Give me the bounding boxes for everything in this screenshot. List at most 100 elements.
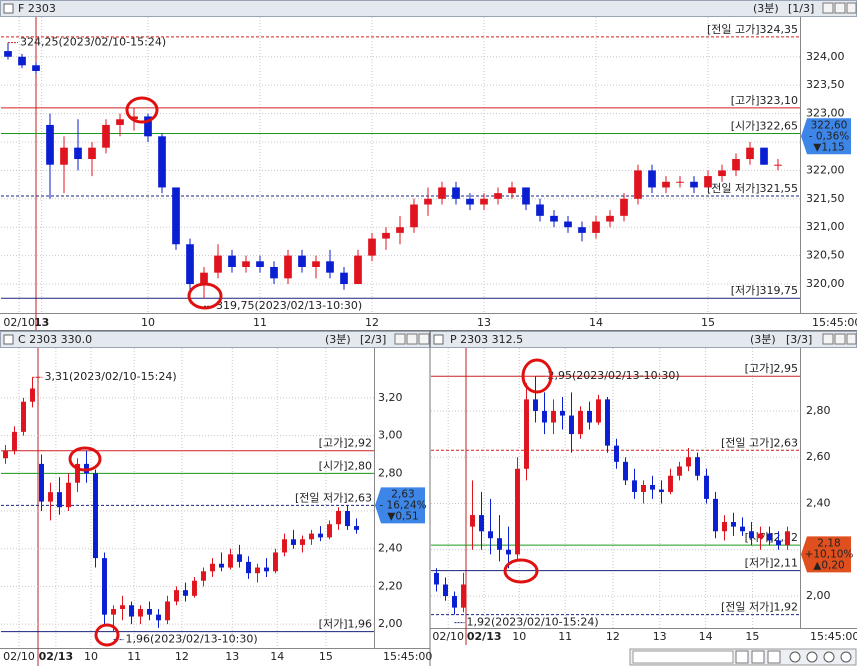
candle-body — [39, 463, 44, 502]
button[interactable] — [751, 650, 765, 664]
highlight-circle — [503, 558, 539, 584]
x-tick-label: 10 — [141, 316, 155, 329]
highlight-circle — [187, 282, 223, 310]
interval: (3분) — [325, 333, 351, 346]
candle-body — [183, 590, 188, 596]
candle-body — [760, 147, 768, 165]
checkbox[interactable] — [3, 3, 14, 14]
button[interactable] — [846, 2, 857, 14]
candle-body — [156, 614, 161, 621]
candle-body — [634, 170, 642, 199]
level-label: [시가]322,65 — [731, 119, 798, 132]
button[interactable] — [834, 333, 846, 345]
candle-body — [461, 584, 466, 608]
x-tick-label: 02/10 — [3, 650, 35, 663]
candle-body — [704, 176, 712, 188]
candle-body — [731, 522, 736, 527]
zoom-button[interactable] — [789, 651, 801, 663]
candle-body — [57, 492, 62, 508]
candle-body — [746, 147, 754, 160]
button[interactable] — [834, 2, 846, 14]
candle-body — [210, 563, 215, 572]
candle-body — [147, 608, 152, 615]
zoom-button[interactable] — [823, 651, 835, 663]
candle-body — [758, 533, 763, 539]
candle-body — [623, 461, 628, 481]
x-tick-label: 14 — [589, 316, 603, 329]
x-tick-label: 02/13 — [467, 630, 502, 643]
x-tick-label: 12 — [365, 316, 379, 329]
level-label: [저가]319,75 — [731, 284, 798, 297]
zoom-button[interactable] — [806, 651, 818, 663]
window-buttons — [394, 2, 857, 345]
candle-body — [102, 124, 110, 148]
button[interactable] — [767, 650, 781, 664]
candle-body — [116, 119, 124, 125]
candle-body — [264, 567, 269, 572]
button[interactable] — [846, 333, 857, 345]
page-indicator: [3/3] — [786, 333, 812, 346]
candle-body — [614, 445, 619, 462]
candle-body — [368, 238, 376, 256]
x-tick-label: 02/10 — [3, 316, 35, 329]
x-tick-label: 13 — [477, 316, 491, 329]
candle-body — [480, 198, 488, 205]
level-label: [고가]323,10 — [731, 94, 798, 107]
candle-body — [443, 584, 448, 597]
candle-body — [515, 468, 520, 555]
x-tick-label: 13 — [34, 316, 49, 329]
button[interactable] — [406, 333, 418, 345]
y-tick-label: 2,40 — [806, 497, 831, 510]
candle-body — [596, 399, 601, 423]
candle-body — [677, 466, 682, 476]
scrollbar[interactable] — [632, 650, 734, 664]
candle-body — [690, 181, 698, 188]
candle-body — [172, 187, 180, 245]
candle-body — [722, 522, 727, 532]
candle-body — [326, 261, 334, 273]
candle-body — [354, 526, 359, 530]
current-price-text: 322,60 — [811, 119, 848, 131]
x-tick-label: 15 — [745, 630, 759, 643]
panel-title: F 2303 — [18, 2, 56, 15]
candle-body — [30, 388, 35, 402]
candle-body — [695, 457, 700, 476]
zoom-button[interactable] — [840, 651, 852, 663]
current-price-box — [801, 536, 851, 573]
candle-body — [219, 563, 224, 568]
candle-body — [542, 410, 547, 423]
candle-body — [237, 554, 242, 562]
x-tick-label: 15 — [319, 650, 333, 663]
x-tick-label: 11 — [127, 650, 141, 663]
y-tick-label: 323,50 — [806, 78, 845, 91]
x-tick-label: 11 — [558, 630, 572, 643]
candle-body — [686, 457, 691, 467]
x-tick-label: 13 — [653, 630, 667, 643]
interval: (3분) — [753, 2, 779, 15]
candle-body — [3, 450, 8, 459]
candle-body — [620, 198, 628, 216]
candle-body — [12, 431, 17, 451]
button[interactable] — [418, 333, 430, 345]
current-price-text: 2,63 — [391, 488, 414, 500]
candle-body — [650, 484, 655, 490]
button[interactable] — [822, 2, 834, 14]
checkbox[interactable] — [433, 334, 444, 345]
checkbox[interactable] — [3, 334, 14, 345]
candle-body — [282, 539, 287, 553]
candle-body — [256, 261, 264, 267]
button[interactable] — [394, 333, 406, 345]
candle-body — [606, 215, 614, 222]
candle-body — [242, 261, 250, 267]
annotation-label: 3,31(2023/02/10-15:24) — [45, 370, 177, 383]
candle-body — [662, 181, 670, 188]
candle-body — [785, 531, 790, 546]
current-price-box — [801, 118, 851, 155]
candle-body — [632, 480, 637, 492]
candle-body — [130, 116, 138, 120]
candle-body — [200, 272, 208, 285]
button[interactable] — [822, 333, 834, 345]
button[interactable] — [735, 650, 749, 664]
current-price-text: 2,18 — [817, 537, 840, 549]
annotation-label: 2,95(2023/02/13-10:30) — [548, 369, 680, 382]
